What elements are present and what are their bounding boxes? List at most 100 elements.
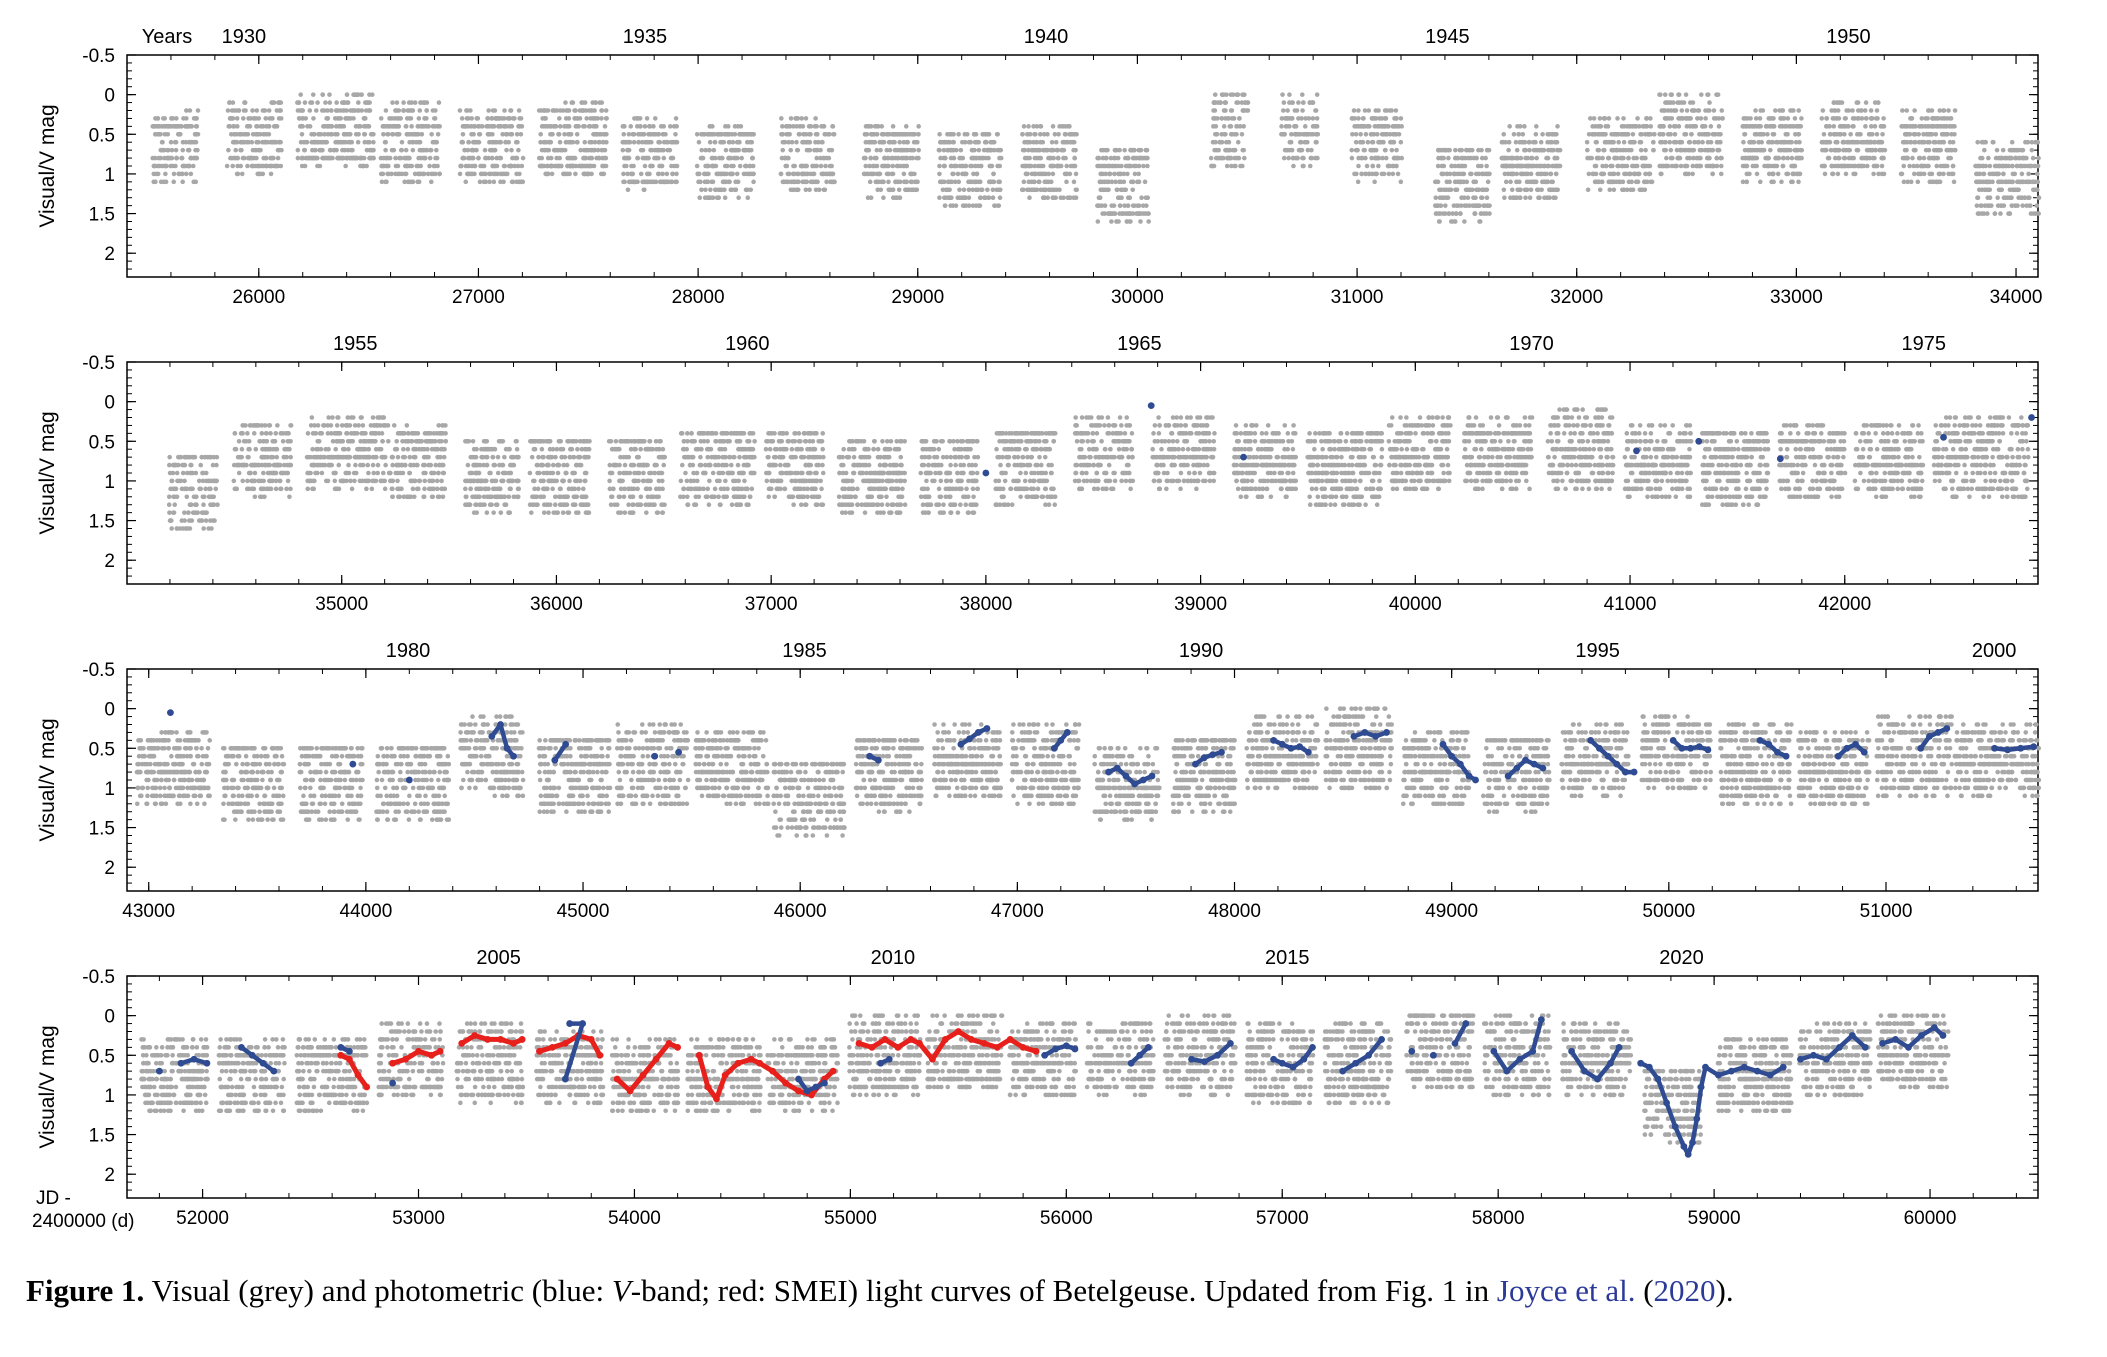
visual-point (881, 195, 886, 201)
visual-point (514, 155, 520, 161)
visual-point (408, 116, 414, 121)
x-tick-label: 33000 (1770, 287, 1823, 308)
visual-point (1643, 147, 1648, 153)
x-tick-label: 26000 (232, 287, 285, 308)
visual-point (1611, 139, 1616, 145)
y-tick-label: 1.5 (89, 205, 115, 226)
visual-point (1063, 155, 1068, 161)
visual-point (916, 131, 921, 137)
visual-point (937, 131, 942, 137)
visual-point (1021, 124, 1027, 129)
visual-point (307, 108, 313, 113)
visual-point (243, 108, 248, 113)
visual-point (546, 139, 552, 145)
visual-point (1898, 171, 1904, 177)
visual-point (435, 163, 440, 169)
visual-point (1145, 211, 1151, 216)
visual-point (751, 131, 756, 137)
visual-point (1237, 116, 1242, 121)
visual-point (648, 139, 654, 145)
visual-point (355, 92, 361, 97)
visual-point (1716, 147, 1722, 153)
visual-point (674, 171, 679, 177)
visual-point (787, 131, 792, 137)
visual-point (1635, 116, 1640, 121)
visual-point (1822, 163, 1827, 169)
visual-point (1245, 108, 1251, 113)
visual-point (722, 187, 727, 193)
visual-point (897, 179, 903, 185)
visual-point (520, 155, 526, 161)
visual-point (1040, 163, 1046, 169)
visual-point (1594, 139, 1599, 145)
visual-point (651, 124, 656, 129)
visual-point (1843, 171, 1849, 177)
visual-point (1395, 171, 1401, 177)
visual-point (1642, 187, 1648, 193)
visual-point (674, 139, 680, 145)
visual-point (1668, 147, 1674, 153)
visual-point (1742, 131, 1748, 137)
visual-point (622, 179, 627, 185)
visual-point (1370, 163, 1376, 169)
visual-point (1226, 139, 1232, 145)
visual-point (1667, 139, 1673, 145)
visual-point (1398, 139, 1404, 145)
visual-point (1349, 155, 1355, 161)
visual-point (158, 155, 164, 161)
visual-point (370, 131, 375, 137)
visual-point (299, 155, 305, 161)
visual-point (1474, 155, 1479, 161)
visual-point (1827, 139, 1833, 145)
visual-point (1225, 116, 1231, 121)
visual-point (398, 116, 403, 121)
visual-point (479, 124, 485, 129)
visual-point (226, 147, 231, 153)
visual-point (1053, 195, 1058, 201)
visual-point (491, 124, 497, 129)
visual-point (778, 171, 784, 177)
visual-point (963, 163, 969, 169)
visual-point (491, 179, 497, 185)
visual-point (572, 155, 578, 161)
visual-point (726, 179, 732, 185)
visual-point (195, 131, 201, 137)
visual-point (916, 155, 921, 161)
visual-point (892, 139, 897, 145)
visual-point (984, 139, 989, 145)
visual-point (1229, 108, 1235, 113)
visual-point (807, 139, 813, 145)
visual-point (739, 155, 744, 161)
visual-point (474, 147, 479, 153)
visual-point (1831, 124, 1837, 129)
visual-point (814, 131, 820, 137)
visual-point (788, 116, 794, 121)
visual-point (646, 124, 652, 129)
visual-point (1771, 124, 1777, 129)
visual-point (974, 171, 980, 177)
visual-point (696, 139, 702, 145)
visual-point (1128, 219, 1133, 224)
visual-point (1792, 116, 1798, 121)
visual-point (1235, 92, 1241, 97)
visual-point (1487, 203, 1492, 208)
visual-point (711, 147, 717, 153)
visual-point (394, 116, 400, 121)
visual-point (1799, 116, 1804, 121)
visual-point (409, 124, 414, 129)
visual-point (1790, 179, 1795, 185)
visual-point (426, 124, 431, 129)
visual-point (991, 171, 996, 177)
visual-point (1610, 163, 1615, 169)
visual-point (173, 163, 178, 169)
visual-point (1355, 179, 1361, 185)
visual-point (1875, 100, 1881, 105)
visual-point (937, 195, 942, 201)
visual-point (1615, 171, 1621, 177)
visual-point (941, 163, 947, 169)
visual-point (370, 147, 376, 153)
visual-point (653, 179, 659, 185)
visual-point (733, 187, 739, 193)
visual-point (155, 171, 161, 177)
visual-point (621, 131, 627, 137)
